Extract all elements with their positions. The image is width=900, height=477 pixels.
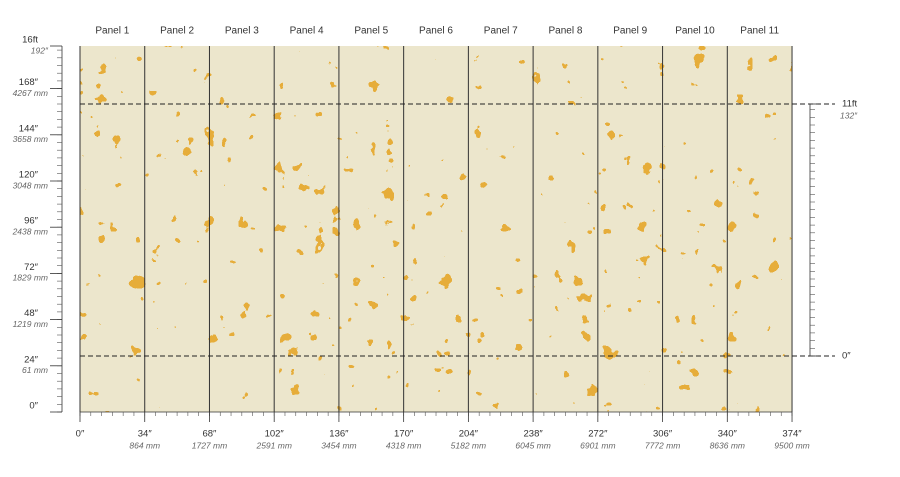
x-tick-inch-label: 34″ — [138, 429, 153, 440]
panel-label: Panel 3 — [225, 26, 259, 37]
x-tick-mm-label: 4318 mm — [386, 440, 421, 450]
x-tick-mm-label: 2591 mm — [255, 440, 291, 450]
x-tick-mm-label: 864 mm — [129, 440, 160, 450]
x-tick-inch-label: 0″ — [76, 429, 85, 440]
x-tick-inch-label: 170″ — [394, 429, 414, 440]
x-tick-inch-label: 102″ — [265, 429, 285, 440]
panel-label: Panel 10 — [675, 26, 715, 37]
wall-top-label: 11ft — [842, 99, 858, 110]
x-ruler-labels: 0″ 34″864 mm 68″1727 mm 102″2591 mm 136″3454… — [76, 412, 810, 450]
panel-label: Panel 6 — [419, 26, 453, 37]
x-tick-inch-label: 340″ — [718, 429, 738, 440]
y-tick-inch-label: 0″ — [29, 401, 38, 412]
x-tick-inch-label: 204″ — [459, 429, 479, 440]
x-ruler-minor-ticks — [79, 412, 793, 416]
panel-label: Panel 7 — [484, 26, 518, 37]
x-tick-mm-label: 6045 mm — [515, 440, 550, 450]
panel-labels: Panel 1 Panel 2 Panel 3 Panel 4 Panel 5 Panel… — [95, 26, 779, 37]
y-tick-mm-label: 1219 mm — [13, 319, 48, 329]
x-ruler: 0″ 34″864 mm 68″1727 mm 102″2591 mm 136″3454… — [76, 411, 810, 450]
x-tick-inch-label: 68″ — [202, 429, 217, 440]
wallpaper-pattern — [80, 46, 792, 412]
y-tick-inch-label: 168″ — [19, 77, 39, 88]
x-tick-mm-label: 1727 mm — [192, 440, 227, 450]
panel-label: Panel 8 — [549, 26, 583, 37]
y-ruler-minor-ticks — [57, 49, 62, 413]
y-tick-mm-label: 3658 mm — [13, 134, 48, 144]
panel-label: Panel 1 — [95, 26, 129, 37]
y-tick-inch-label: 16ft — [22, 35, 38, 46]
x-tick-inch-label: 238″ — [524, 429, 544, 440]
x-tick-mm-label: 9500 mm — [774, 440, 809, 450]
x-tick-inch-label: 374″ — [782, 429, 802, 440]
y-tick-mm-label: 4267 mm — [13, 88, 48, 98]
panel-dividers — [79, 46, 793, 412]
y-tick-mm-label: 192″ — [31, 45, 49, 55]
x-tick-inch-label: 272″ — [588, 429, 608, 440]
wall-height-marker: 11ft 132″ 0″ — [80, 99, 858, 362]
y-tick-inch-label: 144″ — [19, 123, 39, 134]
y-tick-mm-label: 61 mm — [22, 365, 48, 375]
y-tick-inch-label: 120″ — [19, 170, 39, 181]
x-tick-mm-label: 8636 mm — [710, 440, 745, 450]
y-tick-mm-label: 3048 mm — [13, 180, 48, 190]
wall-top-sublabel: 132″ — [840, 110, 858, 120]
y-tick-mm-label: 1829 mm — [13, 273, 48, 283]
x-tick-mm-label: 7772 mm — [645, 440, 680, 450]
x-tick-mm-label: 5182 mm — [451, 440, 486, 450]
x-tick-mm-label: 6901 mm — [580, 440, 615, 450]
y-tick-inch-label: 72″ — [24, 262, 39, 273]
x-tick-inch-label: 136″ — [329, 429, 349, 440]
panel-label: Panel 11 — [740, 26, 779, 37]
wallpaper-area — [80, 46, 792, 412]
y-tick-inch-label: 96″ — [24, 216, 39, 227]
y-tick-inch-label: 48″ — [24, 308, 39, 319]
panel-label: Panel 9 — [613, 26, 647, 37]
x-tick-inch-label: 306″ — [653, 429, 673, 440]
y-tick-inch-label: 24″ — [24, 354, 39, 365]
y-tick-mm-label: 2438 mm — [12, 226, 48, 236]
panel-label: Panel 5 — [354, 26, 388, 37]
wall-bottom-label: 0″ — [842, 351, 851, 362]
x-tick-mm-label: 3454 mm — [321, 440, 356, 450]
wall-height-minor-ticks — [810, 103, 818, 357]
panel-label: Panel 4 — [290, 26, 324, 37]
panel-label: Panel 2 — [160, 26, 194, 37]
